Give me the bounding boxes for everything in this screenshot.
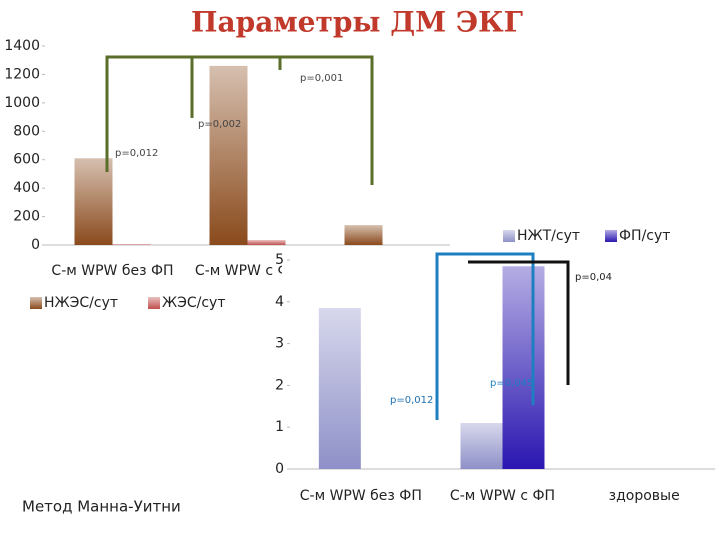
- bar: [74, 158, 113, 245]
- y-tick-label: 0: [275, 461, 284, 477]
- y-tick-label: 4: [275, 294, 284, 310]
- y-tick-label: 1000: [4, 95, 40, 111]
- y-tick-label: 2: [275, 377, 284, 393]
- bar: [344, 225, 383, 245]
- p-value: p=0,012: [115, 148, 158, 159]
- bar: [502, 266, 545, 469]
- chart-2-legend-background: [450, 222, 720, 254]
- y-tick-label: 800: [13, 123, 40, 139]
- y-tick-label: 5: [275, 252, 284, 268]
- footer-note: Метод Манна-Уитни: [22, 498, 181, 516]
- bar: [209, 65, 248, 246]
- legend-label: ЖЭС/сут: [162, 295, 226, 311]
- chart-2-brackets: [435, 252, 570, 420]
- chart-2: 0 1 2 3 4 5 С-м WPW без ФП С-м WPW с ФП здоровые…: [275, 228, 715, 504]
- legend-label: ФП/сут: [619, 228, 670, 244]
- x-tick-label: С-м WPW с ФП: [195, 263, 300, 279]
- y-tick-label: 0: [31, 237, 40, 253]
- x-tick-label: С-м WPW с ФП: [450, 488, 555, 504]
- y-tick-label: 600: [13, 152, 40, 168]
- x-tick-label: С-м WPW без ФП: [51, 263, 173, 279]
- p-value: p=0,04: [575, 272, 612, 283]
- bracket: [435, 252, 535, 420]
- p-value: p=0,045: [490, 378, 533, 389]
- y-tick-label: 200: [13, 209, 40, 225]
- legend-label: НЖТ/сут: [517, 228, 580, 244]
- y-tick-label: 1: [275, 419, 284, 435]
- chart-1-brackets: [105, 55, 374, 185]
- p-value: p=0,001: [300, 73, 343, 84]
- bar: [460, 423, 503, 469]
- y-tick-label: 1400: [4, 38, 40, 54]
- legend-swatch: [503, 230, 515, 242]
- legend-swatch: [605, 230, 617, 242]
- y-tick-label: 400: [13, 180, 40, 196]
- y-tick-label: 3: [275, 336, 284, 352]
- bar: [112, 244, 151, 245]
- x-tick-label: здоровые: [609, 488, 680, 504]
- slide-title: Параметры ДМ ЭКГ: [191, 6, 523, 39]
- bar: [247, 240, 286, 245]
- bar: [318, 308, 361, 469]
- legend-label: НЖЭС/сут: [44, 295, 118, 311]
- bracket: [468, 260, 570, 385]
- x-tick-label: С-м WPW без ФП: [300, 488, 422, 504]
- p-value: p=0,012: [390, 395, 433, 406]
- y-tick-label: 1200: [4, 66, 40, 82]
- bracket: [105, 55, 374, 185]
- legend-swatch: [30, 297, 42, 309]
- legend-swatch: [148, 297, 160, 309]
- p-value: p=0,002: [198, 119, 241, 130]
